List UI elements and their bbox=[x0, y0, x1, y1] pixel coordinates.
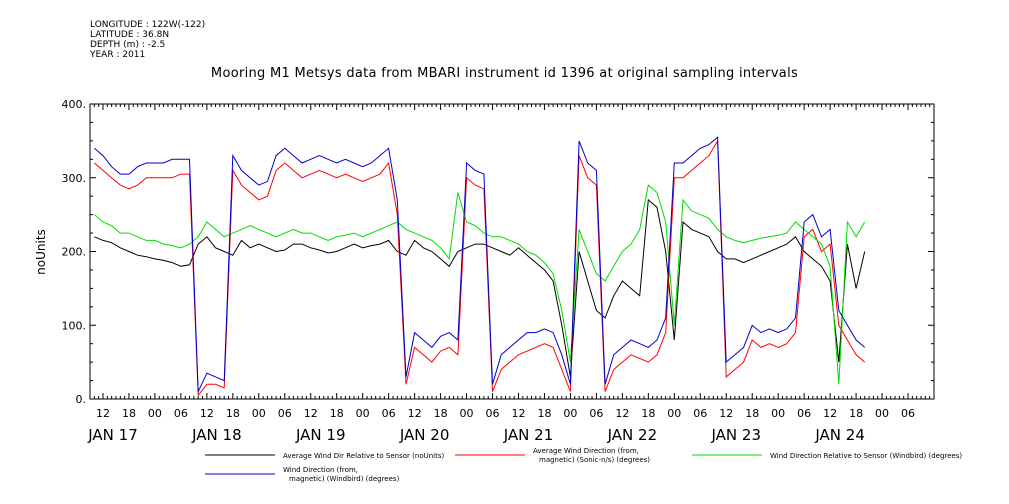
x-tick-label: 00 bbox=[460, 407, 474, 420]
x-tick-label: 00 bbox=[771, 407, 785, 420]
legend-label: Wind Direction Relative to Sensor (Windb… bbox=[770, 452, 962, 460]
legend-label: magnetic) (Windbird) (degrees) bbox=[289, 475, 400, 483]
x-day-label: JAN 22 bbox=[607, 426, 658, 444]
x-tick-label: 12 bbox=[304, 407, 318, 420]
y-tick-label: 100. bbox=[62, 319, 87, 332]
x-tick-label: 12 bbox=[96, 407, 110, 420]
x-tick-label: 12 bbox=[200, 407, 214, 420]
x-tick-label: 06 bbox=[901, 407, 915, 420]
legend-label: Average Wind Dir Relative to Sensor (noU… bbox=[283, 452, 444, 460]
x-tick-label: 06 bbox=[797, 407, 811, 420]
x-tick-label: 18 bbox=[641, 407, 655, 420]
x-tick-label: 18 bbox=[122, 407, 136, 420]
chart-title: Mooring M1 Metsys data from MBARI instru… bbox=[210, 66, 799, 81]
x-tick-label: 12 bbox=[719, 407, 733, 420]
y-axis-label: noUnits bbox=[34, 229, 48, 275]
x-tick-label: 18 bbox=[537, 407, 551, 420]
x-tick-label: 18 bbox=[434, 407, 448, 420]
x-tick-label: 12 bbox=[511, 407, 525, 420]
metadata-block: LONGITUDE : 122W(-122) LATITUDE : 36.8N … bbox=[90, 20, 205, 60]
x-tick-label: 06 bbox=[382, 407, 396, 420]
x-day-label: JAN 21 bbox=[503, 426, 554, 444]
x-day-label: JAN 19 bbox=[295, 426, 346, 444]
x-tick-label: 00 bbox=[667, 407, 681, 420]
x-tick-label: 06 bbox=[174, 407, 188, 420]
legend-label: Wind Direction (from, bbox=[283, 466, 358, 474]
latitude-label: LATITUDE : 36.8N bbox=[90, 30, 170, 40]
x-day-label: JAN 23 bbox=[710, 426, 761, 444]
x-tick-label: 18 bbox=[745, 407, 759, 420]
series-layer bbox=[93, 136, 866, 397]
x-tick-label: 18 bbox=[226, 407, 240, 420]
legend: Average Wind Dir Relative to Sensor (noU… bbox=[205, 447, 962, 483]
depth-label: DEPTH (m) : -2.5 bbox=[90, 40, 166, 50]
series-line-1 bbox=[94, 198, 866, 377]
x-tick-label: 06 bbox=[693, 407, 707, 420]
legend-label: Average Wind Direction (from, bbox=[533, 447, 639, 455]
x-day-label: JAN 17 bbox=[87, 426, 138, 444]
year-label: YEAR : 2011 bbox=[90, 50, 146, 60]
y-tick-label: 300. bbox=[62, 172, 87, 185]
x-tick-label: 00 bbox=[252, 407, 266, 420]
x-tick-label: 12 bbox=[615, 407, 629, 420]
x-tick-label: 00 bbox=[356, 407, 370, 420]
y-tick-label: 0. bbox=[76, 393, 87, 406]
x-tick-label: 06 bbox=[486, 407, 500, 420]
x-tick-label: 06 bbox=[589, 407, 603, 420]
series-line-4 bbox=[93, 136, 866, 392]
plot-frame bbox=[89, 103, 935, 400]
x-tick-label: 12 bbox=[823, 407, 837, 420]
y-tick-label: 200. bbox=[62, 246, 87, 259]
series-line-2 bbox=[93, 139, 866, 397]
legend-label: magnetic) (Sonic-n/s) (degrees) bbox=[539, 456, 650, 464]
x-tick-label: 18 bbox=[330, 407, 344, 420]
longitude-label: LONGITUDE : 122W(-122) bbox=[90, 20, 206, 30]
x-day-label: JAN 24 bbox=[814, 426, 865, 444]
x-tick-label: 00 bbox=[875, 407, 889, 420]
x-tick-label: 06 bbox=[278, 407, 292, 420]
x-day-label: JAN 18 bbox=[191, 426, 242, 444]
x-day-label: JAN 20 bbox=[399, 426, 450, 444]
axis-layer: 12 18 00 06 12 18 00 06 12 18 00 06 12 18 00 06 12 18 00 06… bbox=[62, 98, 935, 444]
x-tick-label: 00 bbox=[563, 407, 577, 420]
x-tick-label: 00 bbox=[148, 407, 162, 420]
y-tick-label: 400. bbox=[62, 98, 87, 111]
series-line-3 bbox=[93, 184, 866, 385]
x-tick-label: 18 bbox=[849, 407, 863, 420]
x-tick-label: 12 bbox=[408, 407, 422, 420]
